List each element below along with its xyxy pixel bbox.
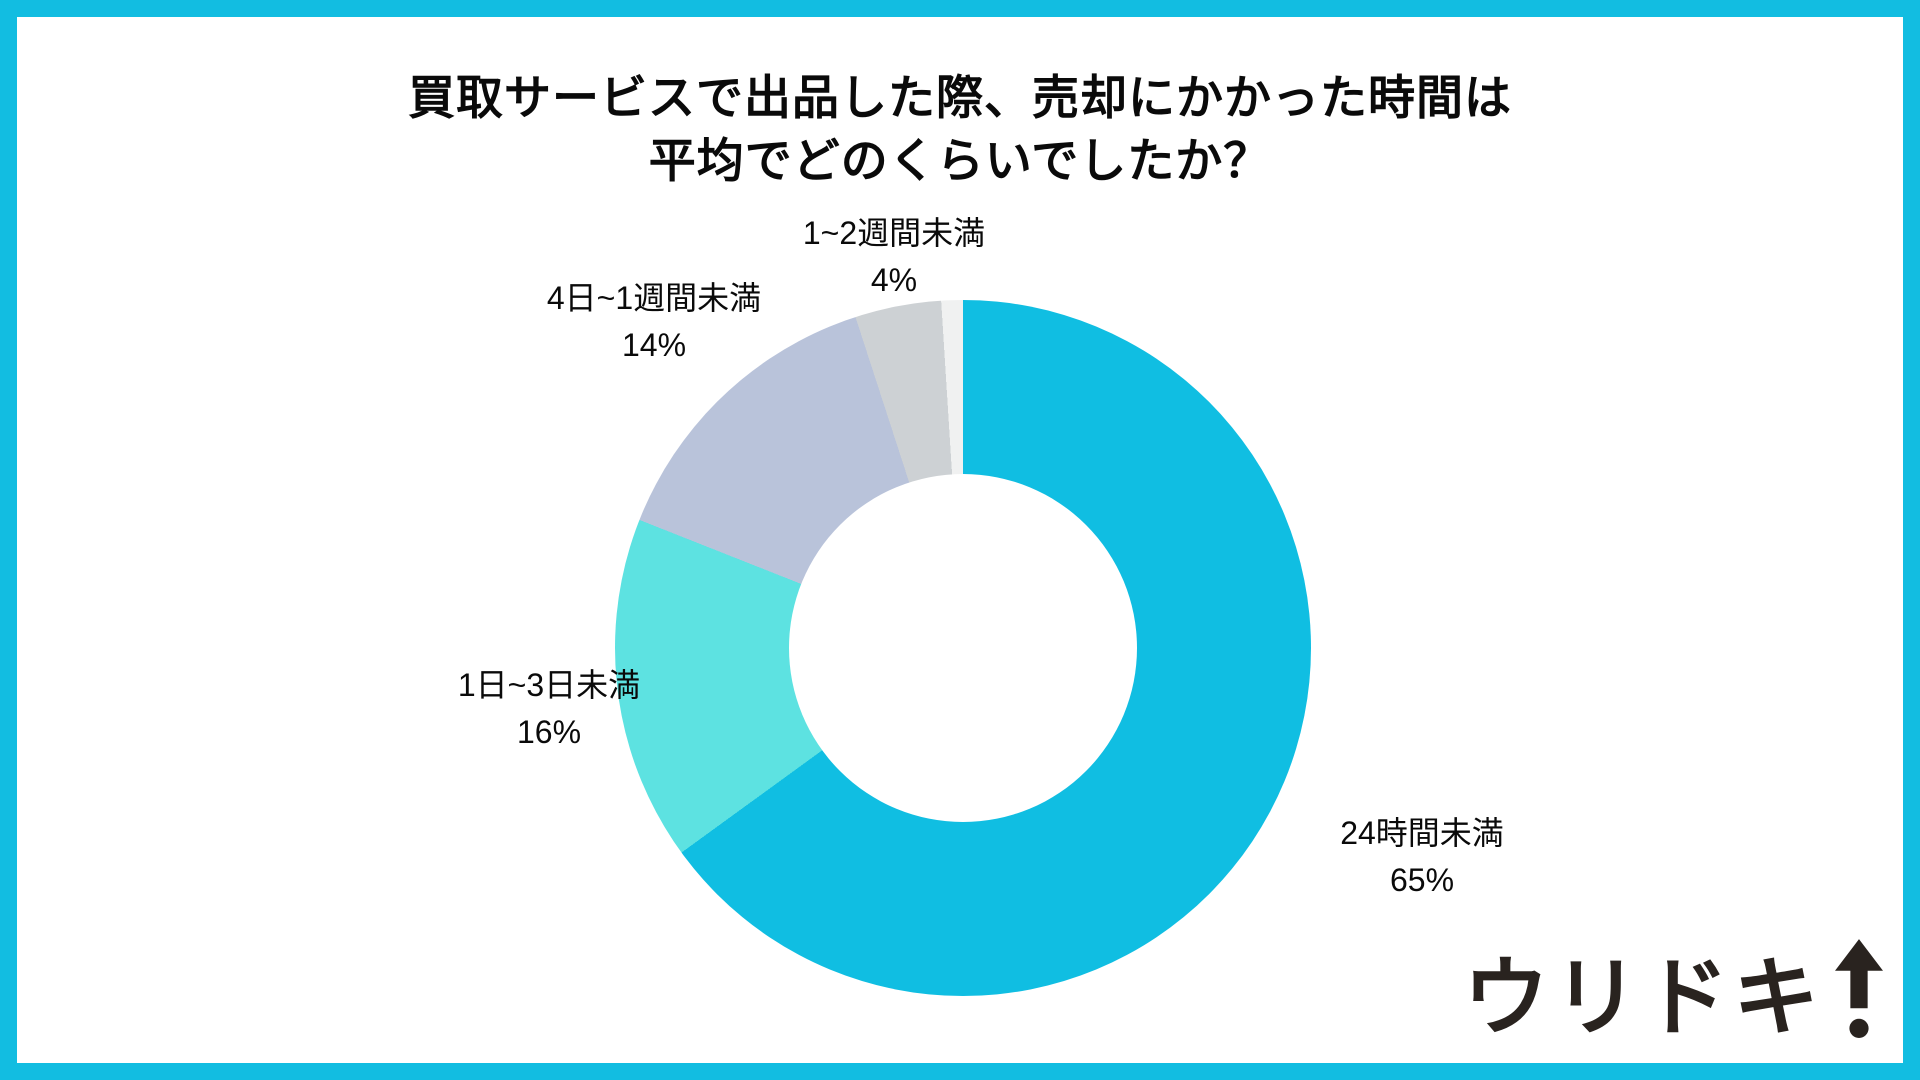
uridoki-logo-text: ウリドキ	[1463, 950, 1823, 1046]
chart-title-line-2: 平均でどのくらいでしたか？	[648, 134, 1272, 187]
slice-category-label: 1日~3日未満	[457, 667, 641, 703]
donut-hole	[789, 474, 1137, 822]
slice-percent-label: 4%	[870, 262, 918, 298]
chart-canvas: 買取サービスで出品した際、売却にかかった時間は 平均でどのくらいでしたか？ 24…	[17, 17, 1903, 1063]
slice-label-1-3-days: 1日~3日未満 16%	[458, 662, 640, 756]
slice-label-4d-1week: 4日~1週間未満 14%	[547, 275, 761, 369]
slice-label-1-2-weeks: 1~2週間未満 4%	[803, 210, 985, 304]
slice-percent-label: 14%	[621, 327, 687, 363]
slice-label-under-24h: 24時間未満 65%	[1340, 810, 1504, 904]
slice-percent-label: 16%	[516, 714, 582, 750]
slice-category-label: 24時間未満	[1340, 815, 1504, 851]
uridoki-logo: ウリドキ	[1463, 939, 1883, 1041]
slice-category-label: 4日~1週間未満	[546, 280, 762, 316]
donut-chart	[615, 300, 1311, 996]
chart-title-line-1: 買取サービスで出品した際、売却にかかった時間は	[408, 71, 1512, 124]
slice-category-label: 1~2週間未満	[802, 215, 986, 251]
slice-percent-label: 65%	[1389, 862, 1455, 898]
up-arrow-exclamation-icon	[1835, 939, 1883, 1038]
chart-title: 買取サービスで出品した際、売却にかかった時間は 平均でどのくらいでしたか？	[17, 66, 1903, 192]
